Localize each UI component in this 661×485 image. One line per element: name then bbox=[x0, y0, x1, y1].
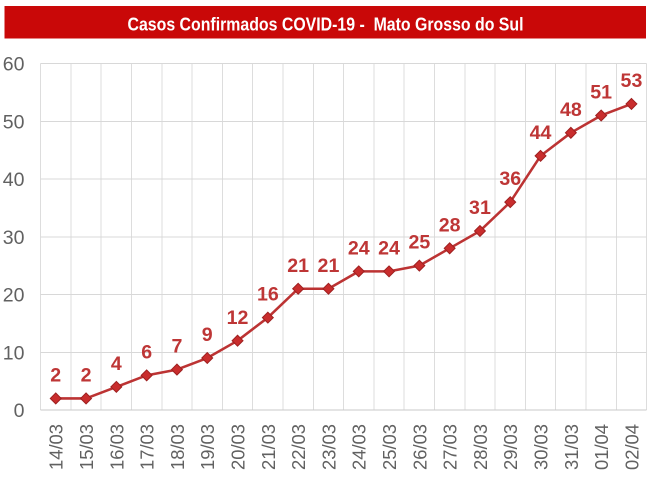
svg-text:21: 21 bbox=[287, 255, 309, 277]
svg-text:7: 7 bbox=[171, 336, 182, 358]
svg-text:30: 30 bbox=[3, 227, 25, 249]
svg-text:25: 25 bbox=[408, 232, 430, 254]
svg-text:02/04: 02/04 bbox=[621, 424, 642, 470]
svg-text:30/03: 30/03 bbox=[530, 424, 551, 470]
svg-text:9: 9 bbox=[202, 324, 213, 346]
svg-text:4: 4 bbox=[111, 353, 122, 375]
svg-text:01/04: 01/04 bbox=[591, 424, 612, 470]
svg-text:12: 12 bbox=[227, 307, 249, 329]
svg-text:24: 24 bbox=[348, 238, 370, 260]
svg-text:6: 6 bbox=[141, 341, 152, 363]
svg-text:44: 44 bbox=[530, 122, 552, 144]
svg-text:51: 51 bbox=[590, 82, 612, 104]
svg-text:28/03: 28/03 bbox=[470, 424, 491, 470]
svg-text:31/03: 31/03 bbox=[561, 424, 582, 470]
svg-text:16: 16 bbox=[257, 284, 279, 306]
svg-text:40: 40 bbox=[3, 169, 25, 191]
svg-text:Casos Confirmados COVID-19 -: Casos Confirmados COVID-19 - Mato Grosso… bbox=[128, 14, 524, 34]
svg-text:0: 0 bbox=[14, 400, 25, 422]
svg-text:17/03: 17/03 bbox=[137, 424, 158, 470]
svg-text:50: 50 bbox=[3, 111, 25, 133]
svg-text:25/03: 25/03 bbox=[379, 424, 400, 470]
svg-text:2: 2 bbox=[81, 365, 92, 387]
svg-text:24: 24 bbox=[378, 238, 400, 260]
svg-text:20/03: 20/03 bbox=[227, 424, 248, 470]
svg-text:29/03: 29/03 bbox=[500, 424, 521, 470]
svg-text:23/03: 23/03 bbox=[318, 424, 339, 470]
svg-text:24/03: 24/03 bbox=[349, 424, 370, 470]
svg-text:22/03: 22/03 bbox=[288, 424, 309, 470]
svg-text:2: 2 bbox=[50, 365, 61, 387]
svg-text:53: 53 bbox=[621, 70, 643, 92]
svg-text:31: 31 bbox=[469, 197, 491, 219]
svg-text:21/03: 21/03 bbox=[258, 424, 279, 470]
svg-text:28: 28 bbox=[439, 214, 461, 236]
svg-text:21: 21 bbox=[318, 255, 340, 277]
svg-text:27/03: 27/03 bbox=[440, 424, 461, 470]
svg-text:16/03: 16/03 bbox=[106, 424, 127, 470]
svg-text:26/03: 26/03 bbox=[409, 424, 430, 470]
svg-text:19/03: 19/03 bbox=[197, 424, 218, 470]
svg-text:10: 10 bbox=[3, 342, 25, 364]
svg-text:20: 20 bbox=[3, 285, 25, 307]
svg-text:36: 36 bbox=[499, 168, 521, 190]
svg-text:15/03: 15/03 bbox=[76, 424, 97, 470]
svg-text:60: 60 bbox=[3, 54, 25, 76]
svg-text:14/03: 14/03 bbox=[46, 424, 67, 470]
svg-text:18/03: 18/03 bbox=[167, 424, 188, 470]
svg-text:48: 48 bbox=[560, 99, 582, 121]
